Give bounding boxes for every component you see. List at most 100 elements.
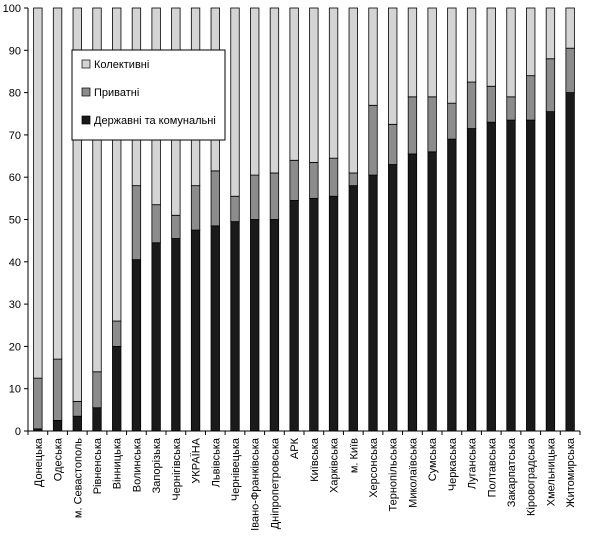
x-tick-label: АРК <box>289 437 301 459</box>
x-tick-label: Івано-Франківська <box>250 437 262 531</box>
bar-segment-collective <box>526 7 536 77</box>
bar-segment-state <box>466 128 477 432</box>
x-tick-label: Тернопільська <box>388 437 400 511</box>
stacked-bar <box>72 7 82 432</box>
bar-segment-collective <box>565 7 575 49</box>
bar-segment-state <box>190 229 201 432</box>
bar-segment-private <box>92 371 102 409</box>
y-tick-label: 50 <box>9 215 21 227</box>
stacked-bar <box>388 7 398 432</box>
bar-segment-collective <box>368 7 378 106</box>
bar-segment-collective <box>112 7 122 322</box>
y-axis: 0 10 20 30 40 50 60 70 80 90 100 <box>3 3 29 438</box>
x-tick-label: Донецька <box>33 437 45 487</box>
bar-segment-state <box>407 153 418 432</box>
x-tick-label: Кіровоградська <box>526 437 538 516</box>
bar-segment-collective <box>250 7 260 176</box>
bar-segment-state <box>230 221 240 432</box>
stacked-bar <box>565 7 575 432</box>
bar-segment-state <box>171 238 181 432</box>
bar-segment-state <box>427 151 437 432</box>
bar-segment-state <box>72 415 82 432</box>
legend-swatch-collective <box>81 59 91 69</box>
stacked-bar <box>447 7 457 432</box>
bar-segment-private <box>486 85 496 123</box>
x-tick-label: Полтавська <box>486 437 498 497</box>
y-tick-label: 80 <box>9 88 21 100</box>
bar-segment-private <box>565 47 575 93</box>
y-tick-label: 60 <box>9 172 21 184</box>
stacked-bar <box>368 7 378 432</box>
y-tick-label: 70 <box>9 130 21 142</box>
bar-segment-collective <box>309 7 319 163</box>
bar-segment-state <box>269 219 280 432</box>
bar-segment-collective <box>545 7 556 60</box>
stacked-bar <box>230 7 240 432</box>
bar-segment-private <box>131 185 142 261</box>
bar-segment-collective <box>33 7 43 379</box>
x-tick-label: Хмельницька <box>545 437 557 506</box>
bar-segment-state <box>309 197 319 432</box>
stacked-bar <box>526 7 536 432</box>
bar-segment-private <box>190 185 201 231</box>
bar-segment-collective <box>486 7 496 87</box>
legend-label-collective: Колективні <box>94 59 149 71</box>
y-tick-label: 40 <box>9 257 21 269</box>
bar-segment-collective <box>427 7 437 98</box>
bar-segment-collective <box>388 7 398 125</box>
bar-segment-private <box>506 96 516 121</box>
bar-segment-state <box>328 195 339 432</box>
bar-segment-state <box>526 119 536 432</box>
legend-label-state: Державні та комунальні <box>94 115 216 127</box>
x-tick-label: Сумська <box>427 437 439 481</box>
stacked-bar <box>486 7 496 432</box>
bar-segment-private <box>33 377 43 430</box>
x-tick-label: Львівська <box>210 437 222 487</box>
x-tick-label: Чернівецька <box>230 437 242 501</box>
bar-segment-collective <box>506 7 516 98</box>
stacked-bar <box>427 7 437 432</box>
bar-segment-private <box>72 400 82 417</box>
x-tick-label: Луганська <box>467 437 479 489</box>
bar-segment-private <box>407 96 418 155</box>
x-tick-label: Чернігівська <box>171 437 183 501</box>
x-tick-label: Херсонська <box>368 437 380 498</box>
bar-segment-private <box>250 174 260 220</box>
bar-segment-collective <box>348 7 358 174</box>
x-tick-label: Вінницька <box>112 437 124 489</box>
bar-segment-state <box>388 164 398 432</box>
bar-segment-state <box>52 420 63 432</box>
bar-segment-state <box>250 219 260 432</box>
bar-segment-collective <box>407 7 418 98</box>
stacked-bar <box>33 7 43 432</box>
stacked-bar <box>545 7 556 432</box>
bar-segment-private <box>388 123 398 165</box>
bar-segment-private <box>348 172 358 187</box>
bar-segment-state <box>131 259 142 432</box>
y-tick-label: 90 <box>9 45 21 57</box>
bar-segment-state <box>92 407 102 432</box>
bar-segment-state <box>545 111 556 432</box>
y-tick-label: 30 <box>9 299 21 311</box>
bar-segment-private <box>289 159 299 201</box>
bar-segment-state <box>486 121 496 432</box>
bar-segment-collective <box>447 7 457 104</box>
bar-segment-state <box>506 119 516 432</box>
x-axis: Донецька Одеська м. Севастополь Рівненська В… <box>27 430 581 531</box>
bar-segment-private <box>210 170 220 227</box>
bar-segment-state <box>151 242 161 432</box>
bar-segment-state <box>368 174 378 432</box>
bar-segment-state <box>348 185 358 432</box>
y-tick-label: 20 <box>9 341 21 353</box>
x-tick-label: Закарпатська <box>506 437 518 507</box>
bar-segment-private <box>328 157 339 197</box>
bar-segment-private <box>309 161 319 199</box>
bar-segment-collective <box>52 7 63 360</box>
bar-segment-collective <box>92 7 102 373</box>
y-tick-label: 10 <box>9 384 21 396</box>
x-tick-label: УКРАЇНА <box>191 437 203 483</box>
x-tick-label: м. Севастополь <box>72 438 84 518</box>
stacked-bar <box>506 7 516 432</box>
stacked-bar <box>309 7 319 432</box>
